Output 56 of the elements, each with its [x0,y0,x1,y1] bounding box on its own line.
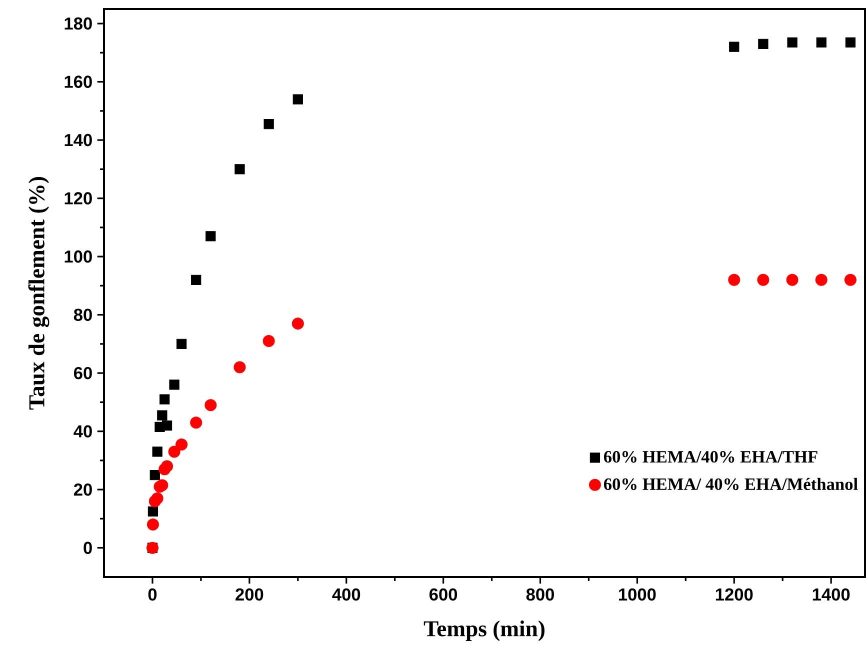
x-tick-label: 1400 [812,588,850,601]
point [204,399,217,412]
point [161,460,174,472]
x-tick-label: 400 [332,588,360,601]
y-tick-label: 60 [74,366,92,380]
point [787,37,798,48]
point [148,506,158,517]
point [176,438,188,450]
point [262,335,275,348]
point [146,518,159,531]
point [292,94,303,104]
point [176,338,187,350]
point [234,361,246,374]
y-tick-label: 20 [74,483,92,496]
point [160,394,170,404]
point [206,231,216,242]
y-tick-label: 0 [84,542,92,554]
point [292,318,304,330]
point [156,479,168,492]
point [757,274,770,286]
point [728,274,740,286]
point [151,492,164,504]
point [162,420,172,431]
x-tick-label: 800 [526,588,554,601]
point [815,274,828,286]
y-tick-label: 160 [64,76,92,88]
point [191,274,202,285]
y-tick-label: 40 [74,425,92,438]
point [845,37,856,48]
y-tick-label: 180 [64,17,92,30]
x-tick-label: 1200 [716,588,753,601]
point [150,470,160,480]
point [729,42,740,52]
point [190,416,202,429]
y-axis-title: Taux de gonflement (%) [28,176,50,410]
point [157,410,168,420]
x-tick-label: 200 [236,588,264,601]
point [264,118,274,130]
x-tick-label: 600 [429,588,458,601]
legend-label: 60% HEMA/ 40% EHA/Méthanol [604,478,858,490]
point [758,38,768,50]
y-tick-label: 100 [64,250,92,263]
point [169,380,180,390]
point [168,446,180,458]
y-tick-label: 80 [74,308,92,321]
x-tick-label: 0 [148,588,157,601]
legend-label: 60% HEMA/40% EHA/THF [604,450,818,463]
x-axis-title: Temps (min) [424,620,544,642]
point [844,274,856,286]
point [816,37,826,48]
x-tick-label: 1000 [619,588,656,601]
y-tick-label: 140 [64,134,92,146]
point [234,164,245,174]
point [786,274,798,286]
point [152,446,162,457]
y-tick-label: 120 [64,192,92,204]
